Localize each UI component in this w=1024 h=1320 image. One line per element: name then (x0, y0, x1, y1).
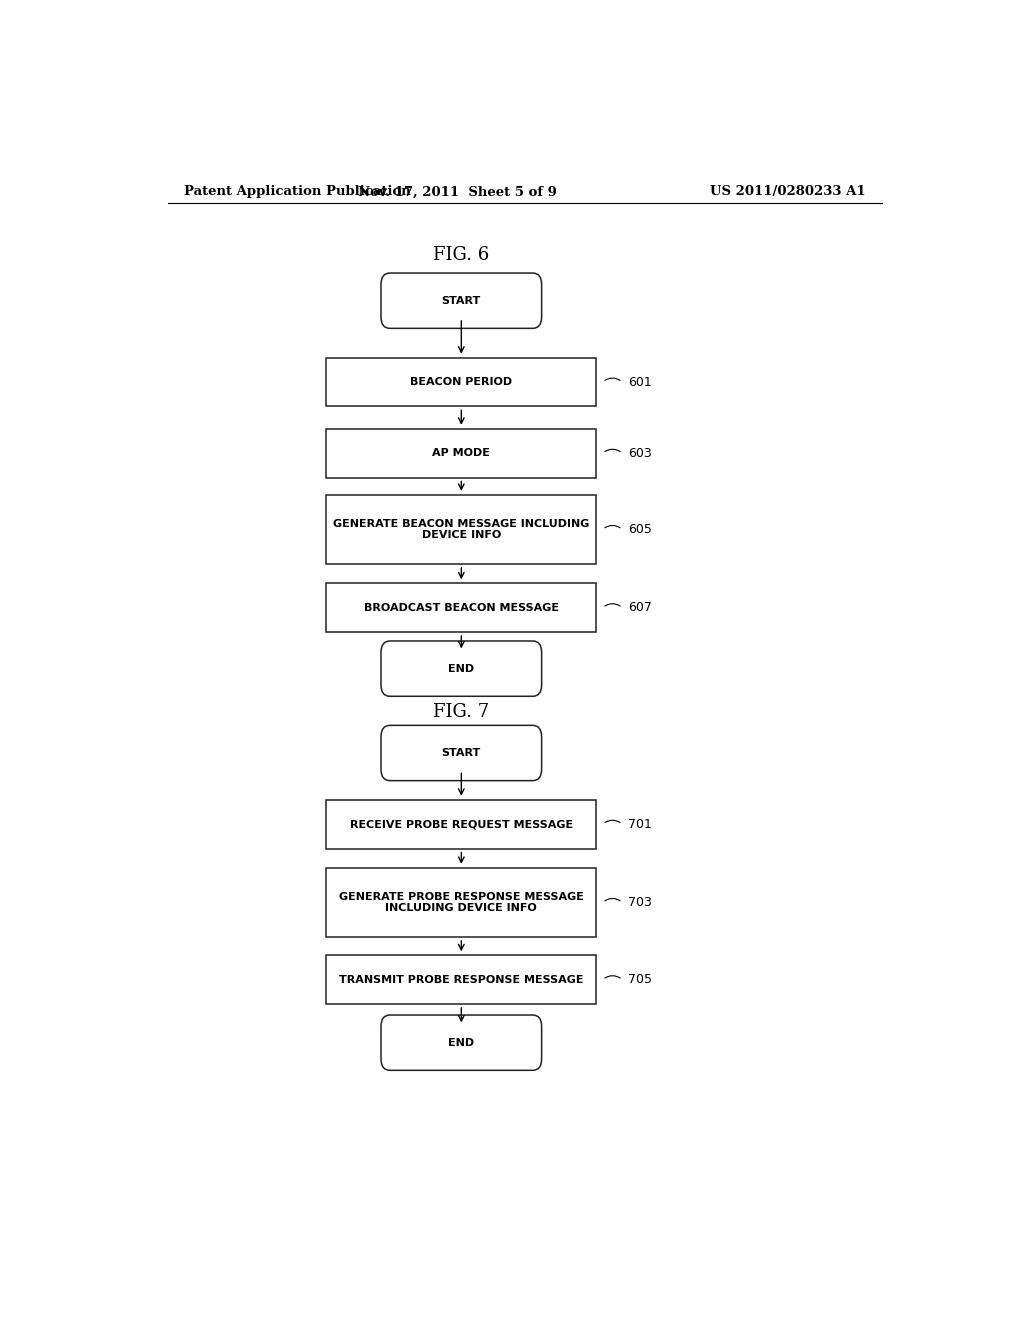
Bar (327, 867, 596, 937)
Text: FIG. 7: FIG. 7 (433, 704, 489, 721)
FancyBboxPatch shape (381, 273, 542, 329)
Text: AP MODE: AP MODE (432, 449, 490, 458)
Text: 607: 607 (628, 601, 652, 614)
Text: GENERATE BEACON MESSAGE INCLUDING
DEVICE INFO: GENERATE BEACON MESSAGE INCLUDING DEVICE… (333, 519, 590, 540)
Bar (327, 956, 596, 1005)
Text: START: START (441, 748, 481, 758)
Text: RECEIVE PROBE REQUEST MESSAGE: RECEIVE PROBE REQUEST MESSAGE (350, 820, 572, 829)
Text: 701: 701 (628, 817, 652, 830)
Text: 703: 703 (628, 896, 652, 909)
Text: US 2011/0280233 A1: US 2011/0280233 A1 (711, 185, 866, 198)
Text: BEACON PERIOD: BEACON PERIOD (411, 378, 512, 387)
Text: 603: 603 (628, 446, 651, 459)
FancyBboxPatch shape (381, 1015, 542, 1071)
Bar (327, 800, 596, 849)
Text: GENERATE PROBE RESPONSE MESSAGE
INCLUDING DEVICE INFO: GENERATE PROBE RESPONSE MESSAGE INCLUDIN… (339, 891, 584, 913)
Text: Patent Application Publication: Patent Application Publication (183, 185, 411, 198)
Bar (327, 429, 596, 478)
Text: 605: 605 (628, 523, 652, 536)
Bar (327, 495, 596, 564)
Text: END: END (449, 664, 474, 673)
Text: BROADCAST BEACON MESSAGE: BROADCAST BEACON MESSAGE (364, 603, 559, 612)
FancyBboxPatch shape (381, 726, 542, 780)
Text: END: END (449, 1038, 474, 1048)
Text: 601: 601 (628, 375, 651, 388)
FancyBboxPatch shape (381, 642, 542, 696)
Bar (327, 358, 596, 407)
Text: TRANSMIT PROBE RESPONSE MESSAGE: TRANSMIT PROBE RESPONSE MESSAGE (339, 974, 584, 985)
Text: FIG. 6: FIG. 6 (433, 246, 489, 264)
Text: 705: 705 (628, 973, 652, 986)
Bar (327, 583, 596, 632)
Text: Nov. 17, 2011  Sheet 5 of 9: Nov. 17, 2011 Sheet 5 of 9 (358, 185, 557, 198)
Text: START: START (441, 296, 481, 306)
